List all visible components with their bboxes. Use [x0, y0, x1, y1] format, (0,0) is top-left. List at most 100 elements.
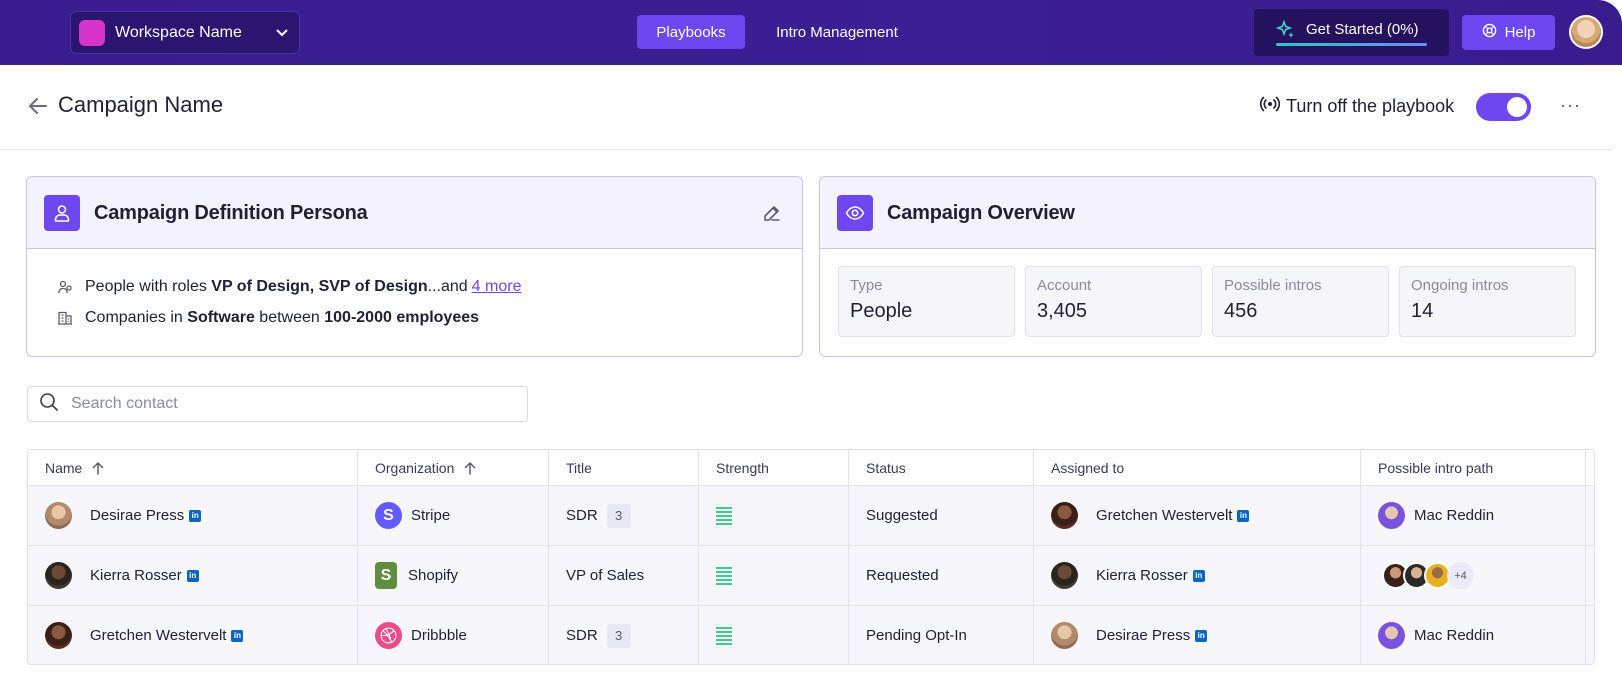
- intro-more-count: +4: [1447, 562, 1474, 589]
- assignee-name[interactable]: Kierra Rosser: [1096, 567, 1188, 584]
- workspace-logo: [79, 19, 105, 46]
- cell-intro-path: +4: [1361, 546, 1586, 605]
- persona-companies: Companies in Software between 100-2000 e…: [57, 309, 479, 327]
- tab-playbooks[interactable]: Playbooks: [637, 15, 745, 49]
- get-started-label: Get Started (0%): [1306, 21, 1419, 38]
- back-arrow-icon[interactable]: [28, 97, 48, 120]
- stat-value: 3,405: [1037, 300, 1088, 322]
- stat-ongoing-intros: Ongoing intros 14: [1399, 266, 1576, 337]
- chevron-down-icon: [265, 28, 299, 37]
- help-button[interactable]: Help: [1462, 15, 1555, 50]
- column-header-title[interactable]: Title: [549, 450, 699, 485]
- companies-industry: Software: [187, 309, 255, 326]
- column-label: Name: [45, 459, 83, 476]
- card-header: Campaign Definition Persona: [27, 177, 802, 249]
- linkedin-icon[interactable]: in: [186, 569, 199, 582]
- assignee-name[interactable]: Desirae Press: [1096, 627, 1191, 644]
- column-header-assigned[interactable]: Assigned to: [1034, 450, 1361, 485]
- title-text: SDR: [566, 627, 598, 644]
- stat-label: Possible intros: [1224, 277, 1322, 294]
- stat-value: People: [850, 300, 913, 322]
- title-count-badge: 3: [606, 623, 631, 648]
- user-avatar[interactable]: [1569, 15, 1603, 49]
- cell-assigned: Gretchen Westervelt in: [1034, 486, 1361, 545]
- roles-prefix: People with roles: [85, 278, 212, 295]
- dribbble-logo-icon: [375, 622, 402, 649]
- contact-avatar: [45, 622, 72, 649]
- stat-label: Ongoing intros: [1411, 277, 1509, 294]
- card-title: Campaign Overview: [887, 202, 1075, 224]
- campaign-overview-card: Campaign Overview Type People Account 3,…: [819, 176, 1596, 357]
- stat-possible-intros: Possible intros 456: [1212, 266, 1389, 337]
- broadcast-icon: [1259, 95, 1281, 118]
- linkedin-icon[interactable]: in: [189, 509, 202, 522]
- assignee-avatar: [1051, 562, 1078, 589]
- column-header-name[interactable]: Name: [28, 450, 358, 485]
- top-bar: Workspace Name Playbooks Intro Managemen…: [0, 0, 1622, 65]
- sparkle-icon: [1275, 19, 1296, 45]
- column-header-strength[interactable]: Strength: [699, 450, 849, 485]
- workspace-switcher[interactable]: Workspace Name: [70, 11, 300, 54]
- cell-status: Pending Opt-In: [849, 606, 1034, 664]
- assignee-name[interactable]: Gretchen Westervelt: [1096, 507, 1233, 524]
- companies-size: 100-2000 employees: [324, 309, 480, 326]
- contact-name[interactable]: Kierra Rosser: [90, 567, 182, 584]
- column-label: Organization: [375, 459, 455, 476]
- cell-title: SDR 3: [549, 606, 699, 664]
- table-row[interactable]: Kierra Rosser in S Shopify VP of Sales R…: [28, 546, 1594, 606]
- cell-assigned: Kierra Rosser in: [1034, 546, 1361, 605]
- linkedin-icon[interactable]: in: [1237, 509, 1250, 522]
- contact-avatar: [45, 502, 72, 529]
- contact-avatar: [45, 562, 72, 589]
- cell-strength: [699, 546, 849, 605]
- intro-avatar: [1378, 622, 1405, 649]
- column-header-organization[interactable]: Organization: [358, 450, 549, 485]
- contact-name[interactable]: Desirae Press: [90, 507, 185, 524]
- get-started-button[interactable]: Get Started (0%): [1254, 9, 1449, 56]
- building-icon: [57, 310, 77, 326]
- stat-account: Account 3,405: [1025, 266, 1202, 337]
- contact-name[interactable]: Gretchen Westervelt: [90, 627, 227, 644]
- table-row[interactable]: Desirae Press in S Stripe SDR 3 Suggeste…: [28, 486, 1594, 546]
- help-icon: [1482, 23, 1497, 42]
- cell-status: Suggested: [849, 486, 1034, 545]
- linkedin-icon[interactable]: in: [231, 629, 244, 642]
- more-options-button[interactable]: ···: [1560, 95, 1581, 115]
- people-roles-icon: [57, 279, 77, 295]
- linkedin-icon[interactable]: in: [1192, 569, 1205, 582]
- stat-label: Account: [1037, 277, 1092, 294]
- stat-value: 14: [1411, 300, 1434, 322]
- playbook-toggle[interactable]: [1476, 93, 1531, 121]
- stat-type: Type People: [838, 266, 1015, 337]
- stat-value: 456: [1224, 300, 1258, 322]
- contacts-table: Name Organization Title Strength Status …: [27, 449, 1595, 665]
- intro-name[interactable]: Mac Reddin: [1414, 627, 1495, 644]
- stripe-logo-icon: S: [375, 502, 402, 529]
- page-title: Campaign Name: [58, 92, 224, 117]
- header-divider: [0, 149, 1612, 150]
- org-name: Stripe: [411, 507, 451, 524]
- card-header: Campaign Overview: [820, 177, 1595, 249]
- cell-intro-path: Mac Reddin: [1361, 606, 1586, 664]
- intro-name[interactable]: Mac Reddin: [1414, 507, 1495, 524]
- linkedin-icon[interactable]: in: [1195, 629, 1208, 642]
- column-header-intro-path[interactable]: Possible intro path: [1361, 450, 1586, 485]
- org-name: Dribbble: [411, 627, 467, 644]
- roles-list: VP of Design, SVP of Design: [211, 278, 428, 295]
- search-input[interactable]: [71, 395, 511, 413]
- table-row[interactable]: Gretchen Westervelt in Dribbble SDR 3 Pe…: [28, 606, 1594, 664]
- eye-icon: [837, 195, 873, 231]
- roles-more-link[interactable]: 4 more: [471, 278, 522, 295]
- tab-intro-management[interactable]: Intro Management: [776, 23, 898, 41]
- column-header-status[interactable]: Status: [849, 450, 1034, 485]
- cell-title: SDR 3: [549, 486, 699, 545]
- toggle-knob: [1507, 97, 1527, 117]
- cell-title: VP of Sales: [549, 546, 699, 605]
- sort-arrow-up-icon: [92, 461, 104, 475]
- toggle-label-text: Turn off the playbook: [1286, 96, 1455, 116]
- search-icon: [39, 392, 59, 417]
- shopify-logo-icon: S: [375, 562, 397, 589]
- intro-avatar-stack[interactable]: +4: [1378, 562, 1474, 589]
- cell-name: Desirae Press in: [28, 486, 358, 545]
- edit-icon[interactable]: [762, 203, 782, 228]
